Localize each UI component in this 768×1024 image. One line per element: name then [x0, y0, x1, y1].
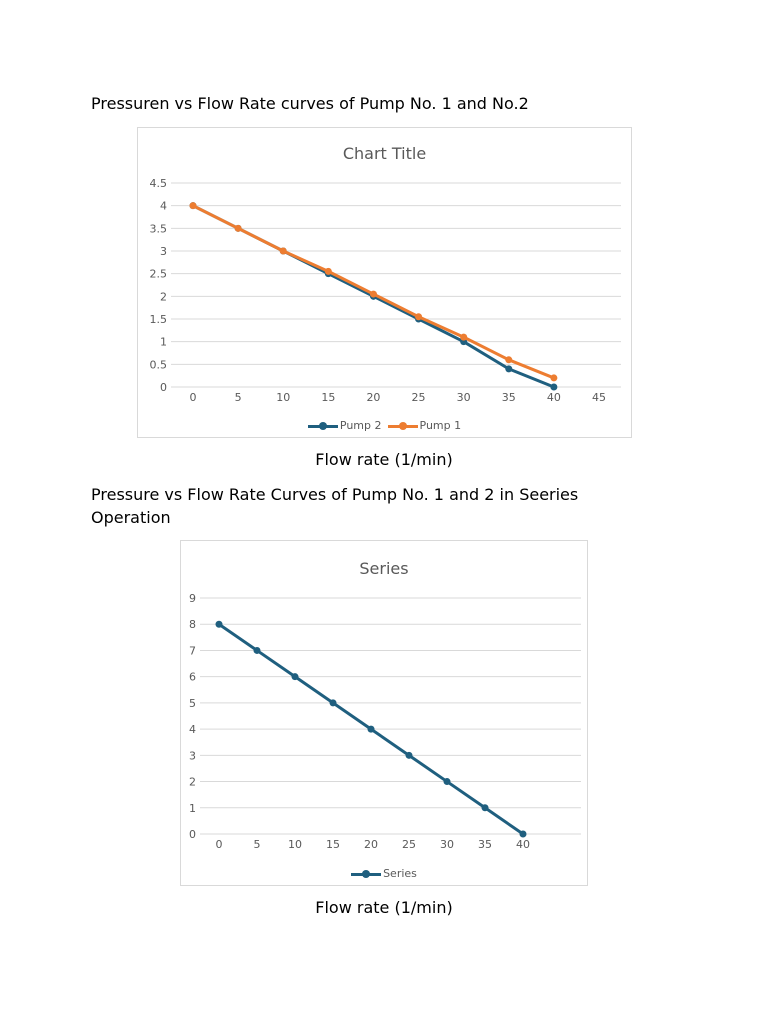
- svg-text:3: 3: [160, 245, 167, 258]
- svg-text:0: 0: [189, 828, 196, 841]
- svg-text:30: 30: [440, 838, 454, 851]
- chart2-x-axis-caption: Flow rate (1/min): [315, 898, 453, 917]
- svg-text:10: 10: [288, 838, 302, 851]
- chart1-title: Chart Title: [342, 144, 427, 163]
- svg-text:15: 15: [321, 391, 335, 404]
- chart1-plot: 0 0.5 1 1.5 2 2.5 3 3.5 4 4.5 0 5 10 15 20 25 30 35 40 45: [150, 177, 621, 404]
- data-point: [405, 751, 413, 759]
- svg-text:30: 30: [457, 391, 471, 404]
- chart1-legend: Pump 2 Pump 1: [138, 419, 631, 432]
- svg-text:35: 35: [478, 838, 492, 851]
- chart1-heading: Pressuren vs Flow Rate curves of Pump No…: [91, 94, 529, 113]
- data-point: [291, 673, 299, 681]
- svg-text:0: 0: [216, 838, 223, 851]
- data-point: [234, 224, 242, 232]
- svg-text:1: 1: [189, 802, 196, 815]
- data-point: [369, 290, 377, 298]
- svg-text:3: 3: [189, 749, 196, 762]
- svg-text:2: 2: [189, 776, 196, 789]
- svg-text:1.5: 1.5: [150, 313, 168, 326]
- data-point: [481, 804, 489, 812]
- svg-text:6: 6: [189, 671, 196, 684]
- legend-item-pump1: Pump 1: [387, 419, 462, 432]
- chart1-container: Chart Title 0 0.5 1 1.5 2 2.5 3 3.5 4 4.5 0 5 10 15 20…: [137, 127, 632, 438]
- svg-text:9: 9: [189, 592, 196, 605]
- data-point: [253, 646, 261, 654]
- svg-text:2.5: 2.5: [150, 268, 168, 281]
- data-point: [215, 620, 223, 628]
- series-pump-1: [189, 202, 558, 382]
- svg-text:0.5: 0.5: [150, 358, 168, 371]
- legend-item-pump2: Pump 2: [307, 419, 382, 432]
- chart2-plot: 0 1 2 3 4 5 6 7 8 9 0 5 10 15 20 25 30 35 40: [189, 592, 581, 851]
- svg-text:3.5: 3.5: [150, 222, 168, 235]
- data-point: [519, 830, 527, 838]
- svg-text:5: 5: [235, 391, 242, 404]
- svg-text:5: 5: [254, 838, 261, 851]
- svg-text:4: 4: [160, 200, 167, 213]
- data-point: [505, 365, 513, 373]
- data-point: [505, 356, 513, 364]
- data-point: [324, 267, 332, 275]
- svg-text:20: 20: [364, 838, 378, 851]
- chart1-x-axis-caption: Flow rate (1/min): [315, 450, 453, 469]
- svg-text:2: 2: [160, 290, 167, 303]
- data-point: [329, 699, 337, 707]
- svg-text:7: 7: [189, 644, 196, 657]
- chart2-legend: Series: [181, 867, 587, 880]
- data-point: [550, 374, 558, 382]
- data-point: [189, 202, 197, 210]
- svg-text:15: 15: [326, 838, 340, 851]
- data-point: [367, 725, 375, 733]
- data-point: [460, 333, 468, 341]
- svg-text:40: 40: [516, 838, 530, 851]
- svg-text:45: 45: [592, 391, 606, 404]
- legend-item-series: Series: [351, 867, 417, 880]
- svg-text:20: 20: [366, 391, 380, 404]
- legend-label-series: Series: [383, 867, 417, 880]
- data-point: [415, 313, 423, 321]
- data-point: [279, 247, 287, 255]
- svg-text:1: 1: [160, 336, 167, 349]
- legend-label-pump2: Pump 2: [339, 419, 382, 432]
- svg-text:0: 0: [160, 381, 167, 394]
- svg-text:5: 5: [189, 697, 196, 710]
- svg-text:10: 10: [276, 391, 290, 404]
- pump1-line-marker-icon: [387, 421, 418, 431]
- series-series: [215, 620, 527, 838]
- svg-text:40: 40: [547, 391, 561, 404]
- svg-text:25: 25: [402, 838, 416, 851]
- chart2-container: Series 0 1 2 3 4 5 6 7 8 9 0 5 10 15 20 25 30 35 40 Series: [180, 540, 588, 886]
- chart2-title: Series: [359, 559, 409, 578]
- chart2-heading-line2: Operation: [91, 508, 171, 527]
- data-point: [443, 778, 451, 786]
- svg-text:4.5: 4.5: [150, 177, 168, 190]
- svg-text:8: 8: [189, 618, 196, 631]
- svg-text:0: 0: [190, 391, 197, 404]
- svg-text:4: 4: [189, 723, 196, 736]
- chart2-heading-line1: Pressure vs Flow Rate Curves of Pump No.…: [91, 485, 579, 504]
- svg-text:25: 25: [412, 391, 426, 404]
- pump2-line-marker-icon: [307, 421, 338, 431]
- legend-label-pump1: Pump 1: [419, 419, 462, 432]
- data-point: [550, 383, 558, 391]
- svg-text:35: 35: [502, 391, 516, 404]
- series-line-marker-icon: [351, 869, 382, 879]
